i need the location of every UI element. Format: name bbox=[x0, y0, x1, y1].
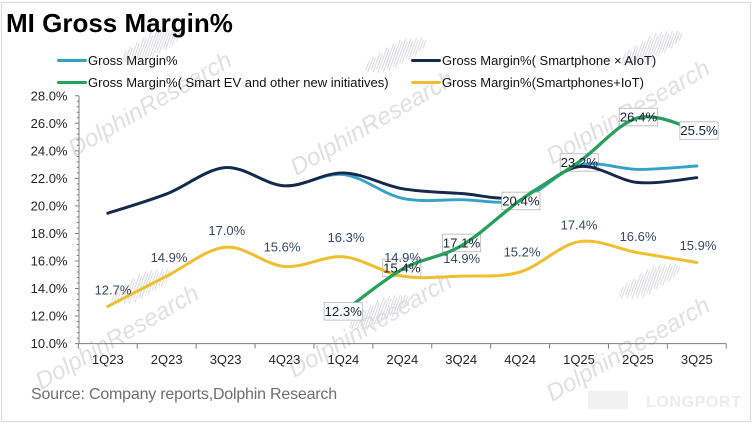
svg-text:3Q25: 3Q25 bbox=[681, 352, 713, 367]
svg-text:14.9%: 14.9% bbox=[384, 250, 421, 265]
svg-text:22.0%: 22.0% bbox=[31, 171, 68, 186]
svg-text:3Q24: 3Q24 bbox=[445, 352, 477, 367]
svg-text:16.3%: 16.3% bbox=[328, 230, 365, 245]
svg-text:17.4%: 17.4% bbox=[561, 218, 598, 233]
svg-text:2Q24: 2Q24 bbox=[386, 352, 418, 367]
svg-text:14.9%: 14.9% bbox=[443, 251, 480, 266]
svg-text:26.0%: 26.0% bbox=[31, 116, 68, 131]
svg-text:10.0%: 10.0% bbox=[31, 336, 68, 351]
svg-text:15.9%: 15.9% bbox=[680, 238, 717, 253]
svg-text:2Q25: 2Q25 bbox=[622, 352, 654, 367]
svg-text:15.4%: 15.4% bbox=[383, 261, 421, 276]
svg-text:4Q24: 4Q24 bbox=[504, 352, 536, 367]
svg-text:20.0%: 20.0% bbox=[31, 199, 68, 214]
svg-text:4Q23: 4Q23 bbox=[269, 352, 301, 367]
svg-text:17.0%: 17.0% bbox=[208, 223, 245, 238]
svg-text:3Q23: 3Q23 bbox=[210, 352, 242, 367]
svg-text:1Q25: 1Q25 bbox=[563, 352, 595, 367]
svg-text:23.2%: 23.2% bbox=[561, 155, 599, 170]
svg-text:12.3%: 12.3% bbox=[324, 304, 362, 319]
svg-text:15.2%: 15.2% bbox=[504, 245, 541, 260]
svg-text:18.0%: 18.0% bbox=[31, 226, 68, 241]
svg-text:26.4%: 26.4% bbox=[620, 110, 658, 125]
svg-text:16.0%: 16.0% bbox=[31, 254, 68, 269]
svg-text:1Q24: 1Q24 bbox=[327, 352, 359, 367]
svg-text:25.5%: 25.5% bbox=[680, 123, 718, 138]
svg-text:14.9%: 14.9% bbox=[151, 250, 188, 265]
svg-text:14.0%: 14.0% bbox=[31, 281, 68, 296]
svg-text:2Q23: 2Q23 bbox=[151, 352, 183, 367]
svg-text:17.1%: 17.1% bbox=[443, 236, 481, 251]
svg-text:15.6%: 15.6% bbox=[264, 240, 301, 255]
svg-text:20.4%: 20.4% bbox=[502, 194, 540, 209]
svg-text:24.0%: 24.0% bbox=[31, 143, 68, 158]
svg-text:28.0%: 28.0% bbox=[31, 88, 68, 103]
svg-text:12.0%: 12.0% bbox=[31, 309, 68, 324]
svg-text:16.6%: 16.6% bbox=[620, 229, 657, 244]
svg-text:1Q23: 1Q23 bbox=[92, 352, 124, 367]
svg-text:12.7%: 12.7% bbox=[95, 283, 132, 298]
